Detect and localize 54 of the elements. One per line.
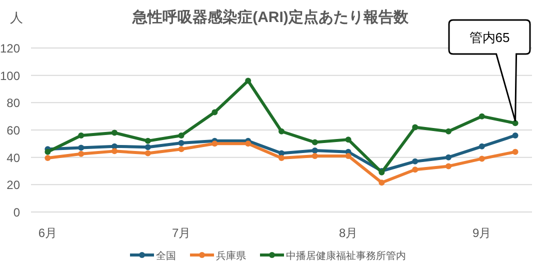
point <box>144 144 151 150</box>
point <box>312 139 318 146</box>
point <box>78 144 84 151</box>
point <box>478 113 485 120</box>
point <box>44 148 51 155</box>
y-tick-label: 60 <box>6 124 20 138</box>
point <box>478 156 485 162</box>
point <box>512 120 518 126</box>
y-tick-label: 20 <box>6 178 20 192</box>
legend-label: 中播居健康福祉事務所管内 <box>286 250 406 262</box>
point <box>446 163 452 170</box>
point <box>178 146 184 152</box>
chart-title: 急性呼吸器感染症(ARI)定点あたり報告数 <box>132 8 410 26</box>
point <box>446 128 452 134</box>
point <box>212 140 218 147</box>
y-tick-label: 40 <box>6 150 20 165</box>
point <box>512 132 518 138</box>
point <box>446 154 452 160</box>
x-tick-label: 8月 <box>338 226 358 240</box>
point <box>278 155 284 162</box>
point <box>178 132 184 138</box>
point <box>112 148 118 154</box>
y-tick-label: 120 <box>0 42 20 56</box>
point <box>178 140 184 146</box>
point <box>245 140 252 147</box>
point <box>278 128 284 134</box>
y-axis-title: 人 <box>10 10 23 25</box>
point <box>112 130 118 136</box>
x-tick-label: 6月 <box>38 226 58 240</box>
point <box>512 148 518 155</box>
point <box>345 152 352 159</box>
point <box>478 143 485 150</box>
point <box>412 124 418 130</box>
point <box>245 78 252 84</box>
point <box>345 136 352 143</box>
point <box>412 166 418 173</box>
point <box>312 148 318 154</box>
x-tick-label: 9月 <box>472 226 492 240</box>
y-tick-label: 80 <box>6 96 20 110</box>
point <box>378 180 385 186</box>
point <box>78 132 84 138</box>
point <box>412 158 418 164</box>
point <box>312 152 318 159</box>
y-tick-label: 0 <box>13 206 20 220</box>
y-tick-label: 100 <box>0 68 20 83</box>
point <box>78 150 84 157</box>
point <box>144 138 151 144</box>
legend-label: 兵庫県 <box>216 250 246 262</box>
x-tick-label: 7月 <box>172 226 191 240</box>
callout: 管内65 <box>448 19 531 122</box>
point <box>144 150 151 156</box>
legend-label: 全国 <box>156 250 176 262</box>
point <box>44 155 51 162</box>
point <box>212 109 218 116</box>
